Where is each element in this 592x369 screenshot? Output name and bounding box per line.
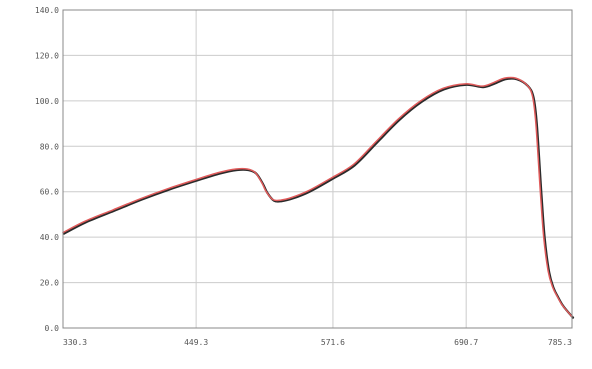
y-tick-label: 80.0 — [40, 142, 59, 151]
plot-frame — [62, 9, 573, 329]
x-tick-label: 330.3 — [63, 338, 87, 347]
y-tick-label: 0.0 — [45, 324, 60, 333]
x-tick-label: 690.7 — [454, 338, 478, 347]
grid — [62, 9, 573, 329]
x-tick-label: 785.3 — [548, 338, 572, 347]
x-tick-label: 449.3 — [184, 338, 208, 347]
y-tick-label: 20.0 — [40, 279, 59, 288]
y-axis-tick-labels: 0.0 20.0 40.0 60.0 80.0 100.0 120.0 140.0 — [35, 6, 59, 333]
series-line-shadow — [62, 77, 575, 319]
series-layer — [62, 76, 575, 319]
x-tick-label: 571.6 — [321, 338, 345, 347]
y-tick-label: 40.0 — [40, 233, 59, 242]
y-tick-label: 100.0 — [35, 97, 59, 106]
y-tick-label: 60.0 — [40, 188, 59, 197]
series-line — [62, 76, 573, 318]
x-axis-tick-labels: 330.3 449.3 571.6 690.7 785.3 — [63, 338, 572, 347]
y-tick-label: 120.0 — [35, 51, 59, 60]
y-tick-label: 140.0 — [35, 6, 59, 15]
